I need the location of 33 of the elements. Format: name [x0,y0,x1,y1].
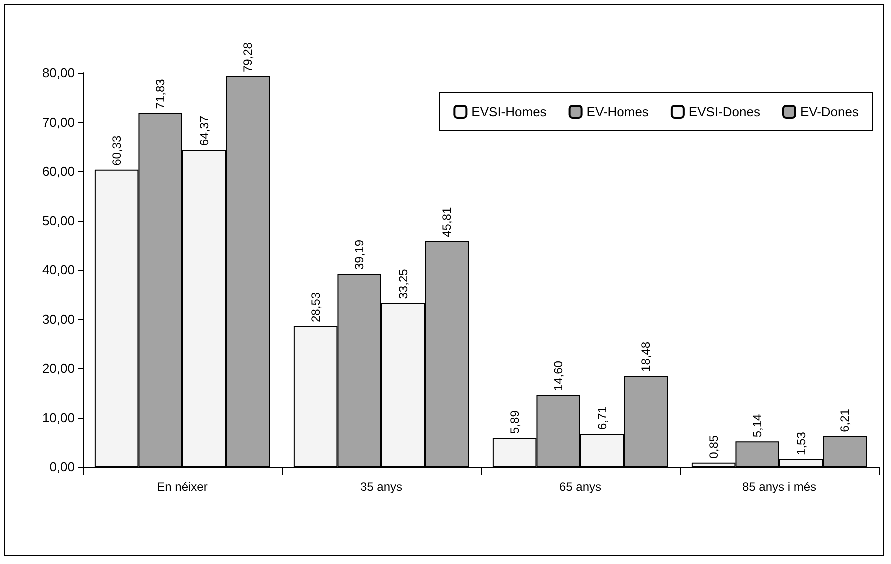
x-tick-label: 85 anys i més [742,480,817,494]
data-label: 6,71 [595,406,610,430]
data-label: 33,25 [396,268,410,300]
y-tick-label: 10,00 [42,410,75,426]
y-tick-label: 60,00 [42,164,75,179]
legend-label: EV-Dones [800,104,860,120]
x-tick-label: En néixer [157,480,208,494]
data-label: 28,53 [308,292,323,322]
legend-label: EVSI-Homes [472,104,548,120]
y-tick-label: 30,00 [42,312,75,327]
x-tick-label: 65 anys [559,480,602,494]
y-tick-label: 40,00 [42,262,75,278]
data-label: 18,48 [639,342,654,372]
data-label: 64,37 [197,116,212,146]
data-label: 14,60 [552,360,566,392]
data-label: 0,85 [706,435,721,459]
data-label: 1,53 [794,432,808,456]
x-tick-label: 35 anys [360,480,403,494]
data-label: 60,33 [110,136,124,166]
y-tick-label: 50,00 [42,213,75,228]
data-label: 5,14 [750,414,765,438]
legend-label: EVSI-Dones [688,104,761,120]
y-tick-label: 20,00 [42,361,75,376]
data-label: 39,19 [352,240,367,270]
data-label: 5,89 [508,410,522,434]
legend-label: EV-Homes [586,104,650,120]
y-tick-label: 0,00 [50,460,75,474]
data-label: 71,83 [154,78,168,110]
y-tick-label: 80,00 [42,66,75,80]
y-tick-label: 70,00 [42,114,75,130]
data-label: 79,28 [241,42,256,73]
data-label: 6,21 [838,408,852,432]
data-label: 45,81 [440,207,454,238]
